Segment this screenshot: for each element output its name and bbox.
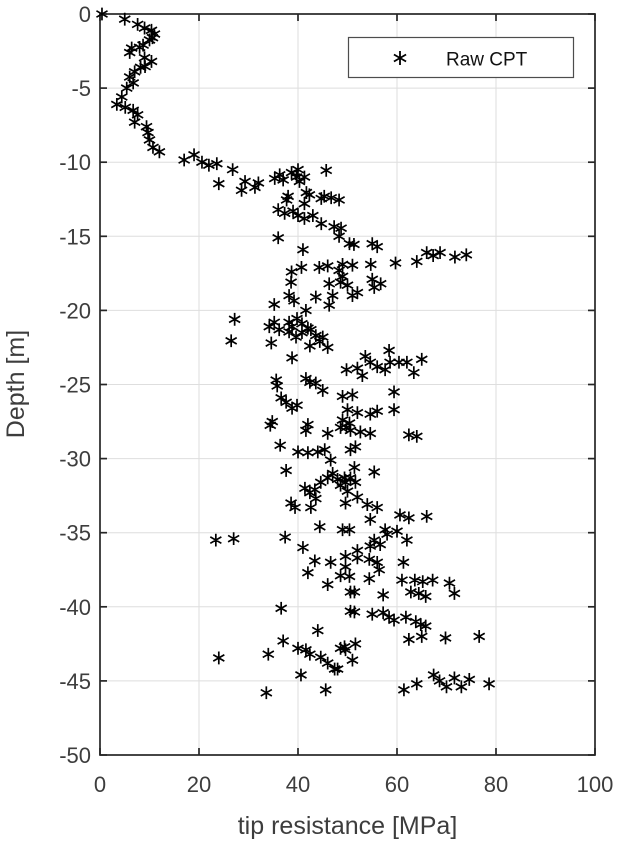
- legend-label: Raw CPT: [446, 50, 528, 71]
- y-tick-label: -15: [59, 224, 91, 249]
- x-tick-label: 60: [385, 772, 409, 797]
- y-tick-label: 0: [79, 2, 91, 27]
- axis-ticks: [99, 13, 596, 756]
- y-tick-label: -20: [59, 298, 91, 323]
- y-tick-label: -35: [59, 521, 91, 546]
- x-tick-label: 100: [577, 772, 614, 797]
- legend-box: [347, 36, 575, 79]
- grid-lines: [100, 14, 595, 755]
- y-tick-label: -50: [59, 743, 91, 768]
- legend: Raw CPT: [347, 36, 575, 79]
- x-tick-label: 40: [286, 772, 310, 797]
- y-tick-label: -25: [59, 373, 91, 398]
- x-tick-label: 20: [187, 772, 211, 797]
- y-tick-label: -40: [59, 595, 91, 620]
- y-tick-label: -45: [59, 669, 91, 694]
- data-points: [96, 7, 496, 700]
- x-tick-label: 0: [94, 772, 106, 797]
- x-axis-label: tip resistance [MPa]: [238, 812, 458, 840]
- y-tick-label: -5: [71, 76, 91, 101]
- x-tick-label: 80: [484, 772, 508, 797]
- y-tick-label: -10: [59, 150, 91, 175]
- tick-labels: 0 20 40 60 80 100 0 -5 -10 -15 -20 -25 -30 -35 -40 -45 -…: [59, 2, 613, 797]
- raw-cpt-points: [96, 7, 496, 700]
- y-tick-label: -30: [59, 447, 91, 472]
- legend-asterisk-icon: [393, 51, 407, 65]
- y-axis-label: Depth [m]: [2, 330, 30, 438]
